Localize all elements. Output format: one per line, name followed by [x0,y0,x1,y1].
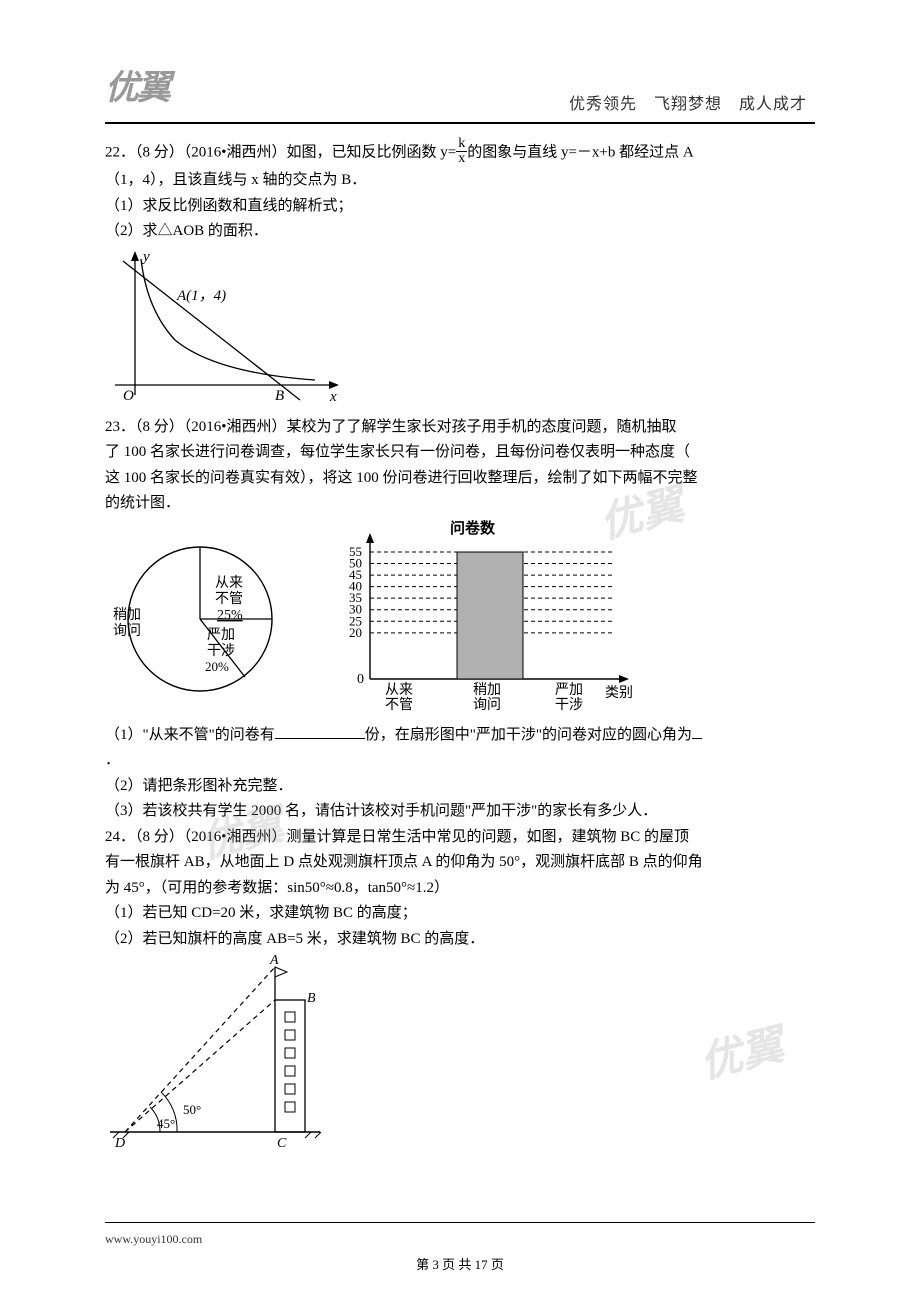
svg-text:类别: 类别 [605,685,633,701]
q23-bar: 问卷数 2025303540455055 从来 不管 稍加 询问 严加 干涉 类… [315,519,645,719]
q23-sub1: （1）"从来不管"的问卷有份，在扇形图中"严加干涉"的问卷对应的圆心角为 [105,723,815,749]
svg-text:55: 55 [349,544,362,559]
svg-text:不管: 不管 [215,591,243,607]
q22-x: x [329,389,337,405]
svg-text:0: 0 [357,672,364,687]
q24-sub2: （2）若已知旗杆的高度 AB=5 米，求建筑物 BC 的高度． [105,927,815,953]
q23-sub2: （2）请把条形图补充完整． [105,774,815,800]
footer-rule [105,1222,815,1223]
q22-O: O [123,388,134,404]
q22-sub1: （1）求反比例函数和直线的解析式； [105,194,815,220]
svg-text:严加: 严加 [207,627,235,643]
svg-text:20%: 20% [205,659,229,674]
content: 22．（8 分）（2016•湘西州）如图，已知反比例函数 y=kx的图象与直线 … [105,138,815,1162]
q22-l1b: 的图象与直线 y=－x+b 都经过点 A [467,144,694,160]
q24-l1: 24．（8 分）（2016•湘西州）测量计算是日常生活中常见的问题，如图，建筑物… [105,825,815,851]
logo: 优翼 [105,60,169,118]
q23-sub3: （3）若该校共有学生 2000 名，请估计该校对手机问题"严加干涉"的家长有多少… [105,799,815,825]
q23-l4: 的统计图． [105,491,815,517]
svg-text:25%: 25% [217,608,243,623]
q23-l3: 这 100 名家长的问卷真实有效），将这 100 份问卷进行回收整理后，绘制了如… [105,466,815,492]
svg-text:45°: 45° [157,1116,175,1131]
q23-l1: 23．（8 分）（2016•湘西州）某校为了了解学生家长对孩子用手机的态度问题，… [105,415,815,441]
slogan: 优秀领先 飞翔梦想 成人成才 [569,91,815,118]
q23-l2: 了 100 名家长进行问卷调查，每位学生家长只有一份问卷，且每份问卷仅表明一种态… [105,440,815,466]
svg-text:问卷数: 问卷数 [450,519,496,537]
svg-text:干涉: 干涉 [555,697,583,713]
svg-text:严加: 严加 [555,682,583,698]
blank-2 [692,724,702,739]
q24-l3: 为 45°，（可用的参考数据：sin50°≈0.8，tan50°≈1.2） [105,876,815,902]
q24-sub1: （1）若已知 CD=20 米，求建筑物 BC 的高度； [105,901,815,927]
q22-line2: （1，4），且该直线与 x 轴的交点为 B． [105,168,815,194]
page-number: 第 3 页 共 17 页 [0,1254,920,1276]
svg-text:干涉: 干涉 [207,643,235,659]
svg-text:不管: 不管 [385,697,413,713]
q22-y: y [141,249,150,265]
svg-text:A: A [269,953,279,968]
header: 优翼 优秀领先 飞翔梦想 成人成才 [105,60,815,118]
blank-1 [275,724,365,739]
svg-text:询问: 询问 [113,623,141,639]
q24-l2: 有一根旗杆 AB，从地面上 D 点处观测旗杆顶点 A 的仰角为 50°，观测旗杆… [105,850,815,876]
q22-line1: 22．（8 分）（2016•湘西州）如图，已知反比例函数 y=kx的图象与直线 … [105,138,815,168]
svg-text:询问: 询问 [473,697,501,713]
svg-text:稍加: 稍加 [473,682,501,698]
q22-l1a: 22．（8 分）（2016•湘西州）如图，已知反比例函数 y= [105,144,456,160]
footer: www.youyi100.com [105,1222,815,1253]
svg-text:B: B [307,991,316,1006]
q23-pie: 从来 不管 25% 稍加 询问 严加 干涉 20% [105,519,285,709]
footer-url: www.youyi100.com [105,1232,202,1246]
svg-text:C: C [277,1136,287,1151]
q24-diagram: 45° 50° A B C D [105,952,325,1152]
svg-text:从来: 从来 [385,682,413,698]
svg-text:从来: 从来 [215,575,243,591]
q22-B: B [275,388,284,404]
q22-graph: A(1，4) O B x y [105,245,345,415]
q23-sub1c: ． [105,748,815,774]
q22-frac: kx [456,137,467,167]
svg-text:稍加: 稍加 [113,607,141,623]
q22-sub2: （2）求△AOB 的面积． [105,219,815,245]
header-rule [105,122,815,124]
svg-text:50°: 50° [183,1102,201,1117]
q22-A-label: A(1，4) [176,288,226,304]
